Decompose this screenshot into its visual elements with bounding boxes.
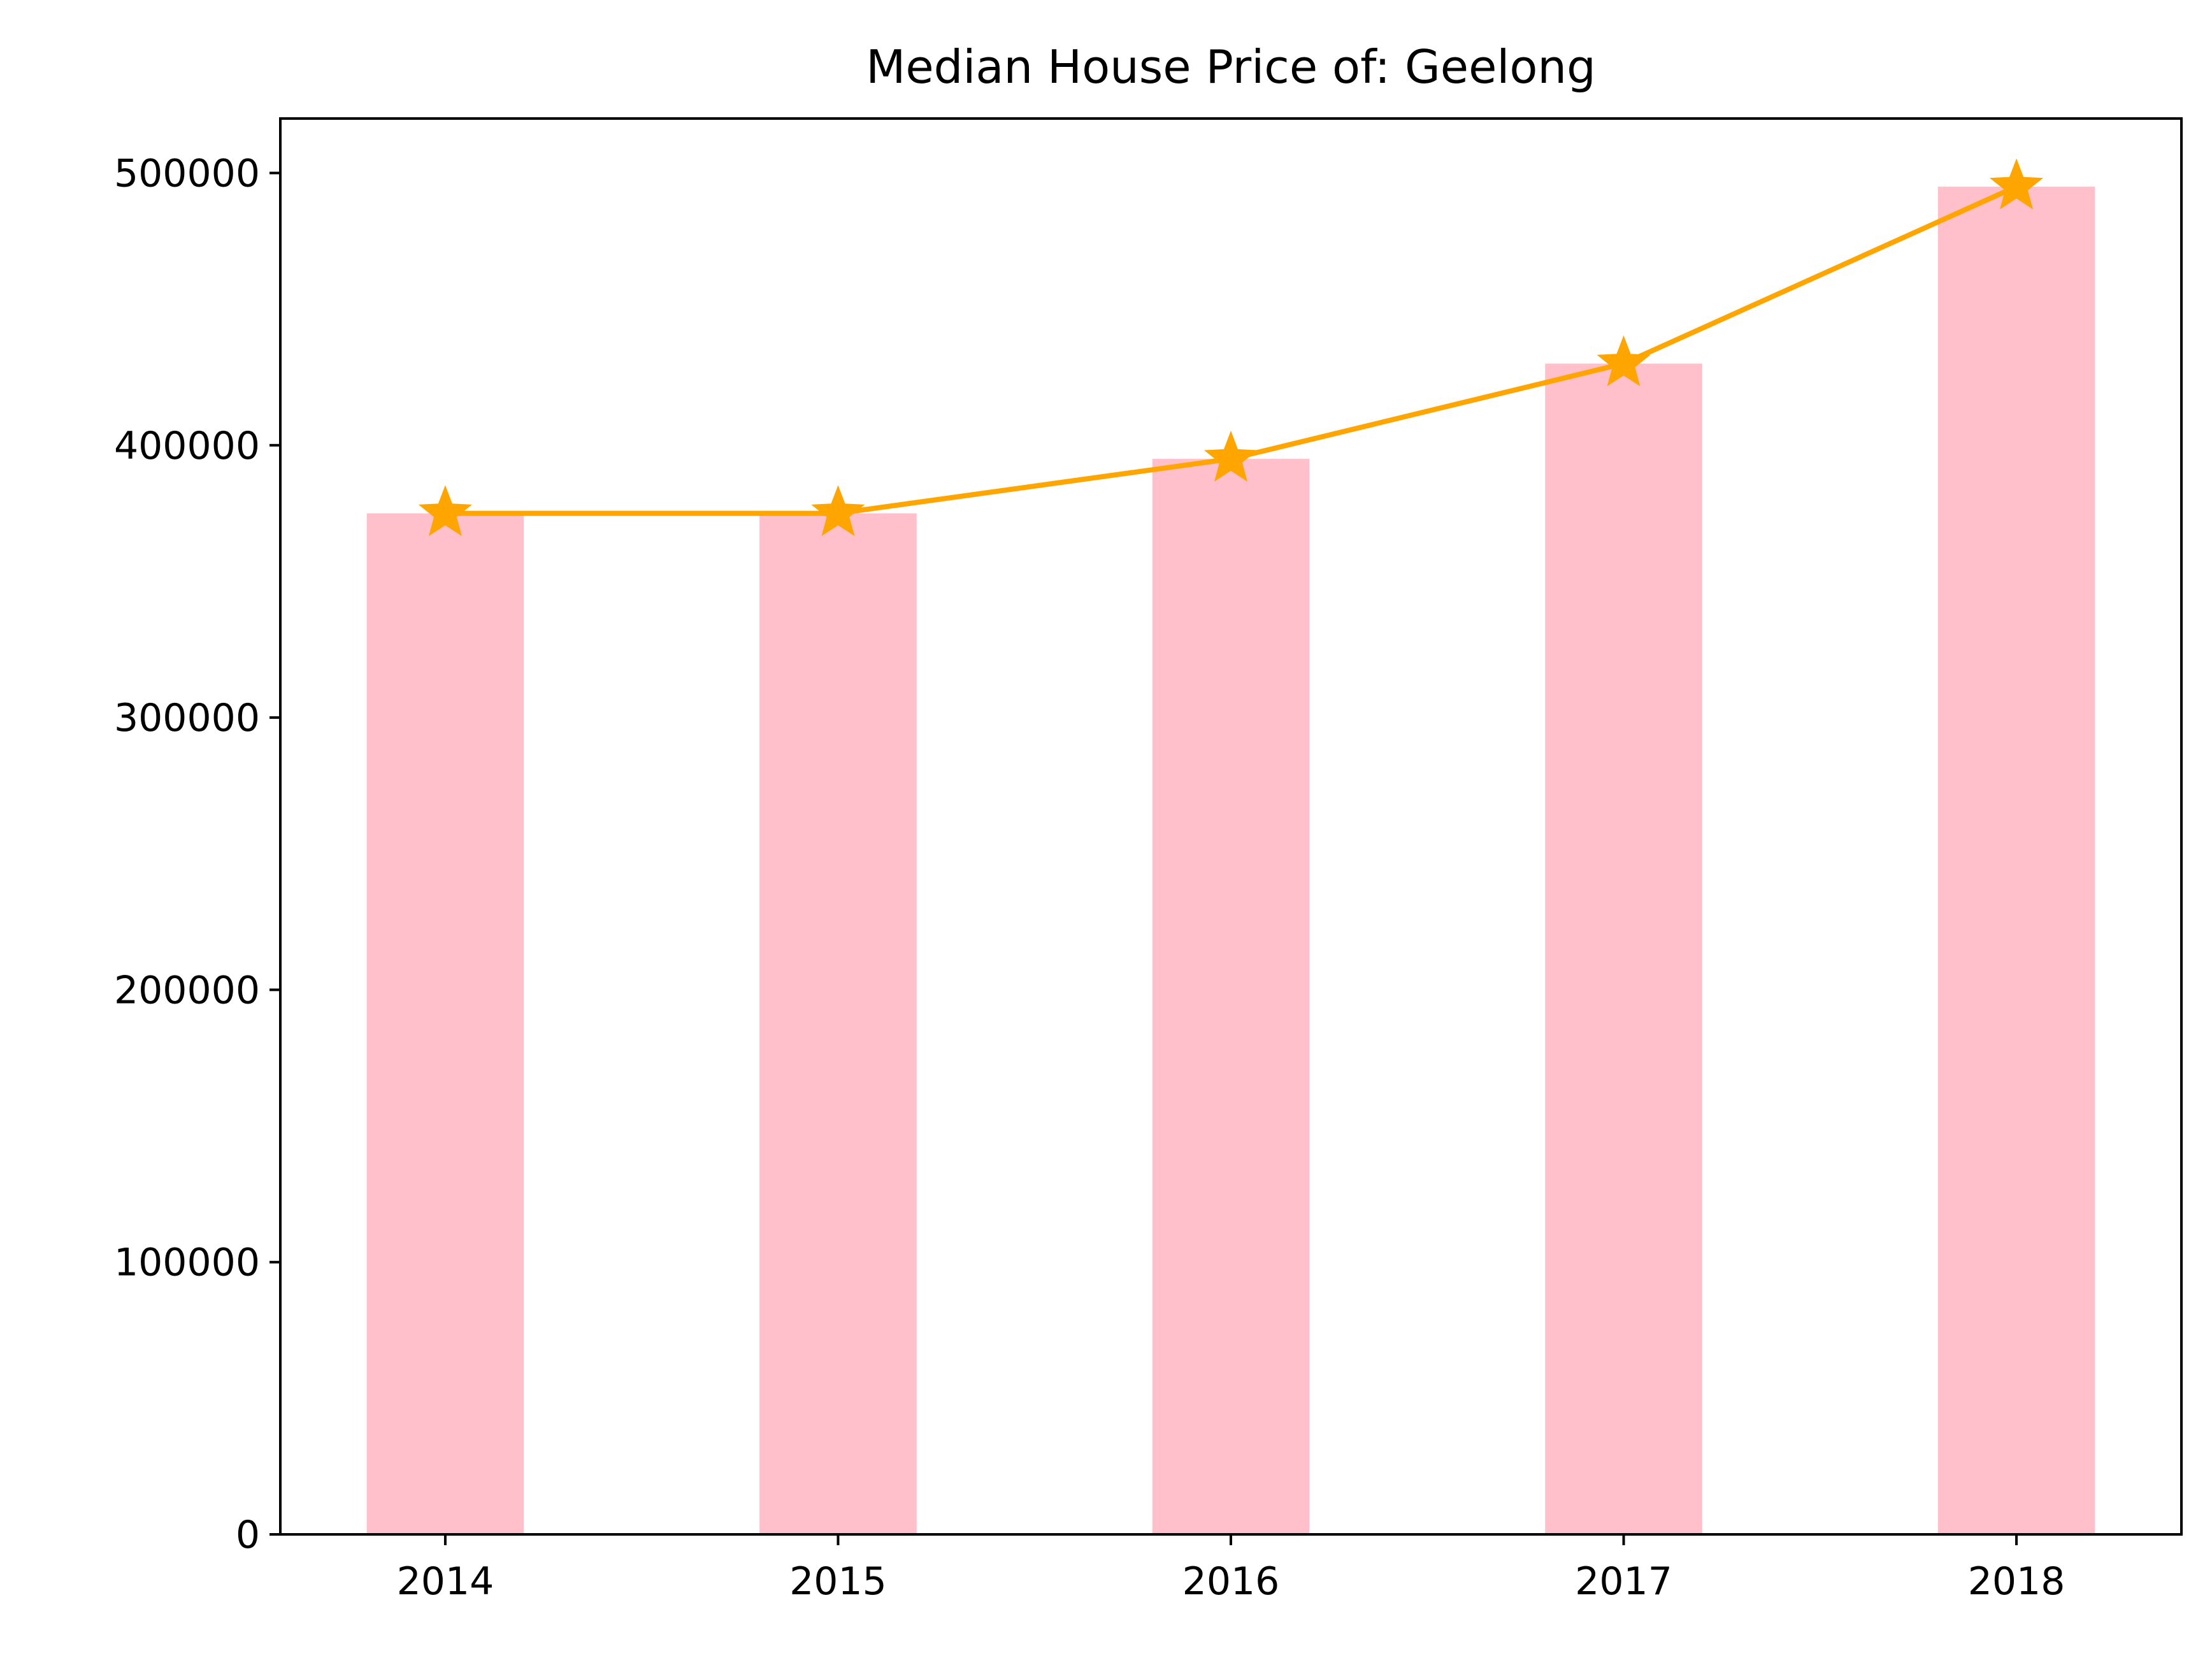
bar-2018 (1937, 186, 2095, 1535)
y-tick-label: 200000 (114, 968, 260, 1013)
bar-2016 (1152, 459, 1310, 1534)
bar-2015 (759, 513, 917, 1534)
x-tick-label: 2017 (1575, 1559, 1672, 1604)
x-tick-label: 2018 (1968, 1559, 2065, 1604)
x-tick-label: 2014 (397, 1559, 494, 1604)
y-tick-label: 500000 (114, 151, 260, 196)
x-tick-label: 2015 (789, 1559, 887, 1604)
y-tick-label: 400000 (114, 424, 260, 468)
x-tick-label: 2016 (1182, 1559, 1280, 1604)
y-tick-label: 100000 (114, 1241, 260, 1285)
point-marker-2018 (1989, 158, 2044, 210)
price-line-layer (418, 158, 2044, 537)
y-tick-label: 300000 (114, 696, 260, 740)
y-tick-label: 0 (236, 1513, 260, 1557)
point-marker-2017 (1597, 335, 1651, 387)
point-marker-2014 (418, 485, 473, 537)
chart-title: Median House Price of: Geelong (866, 40, 1596, 94)
bars (366, 186, 2095, 1535)
y-axis: 0 100000 200000 300000 400000 500000 (114, 151, 280, 1557)
point-marker-2016 (1203, 430, 1258, 482)
bar-2014 (366, 513, 524, 1534)
point-marker-2015 (811, 485, 865, 537)
x-axis: 2014 2015 2016 2017 2018 (397, 1534, 2065, 1604)
bar-2017 (1545, 363, 1702, 1534)
